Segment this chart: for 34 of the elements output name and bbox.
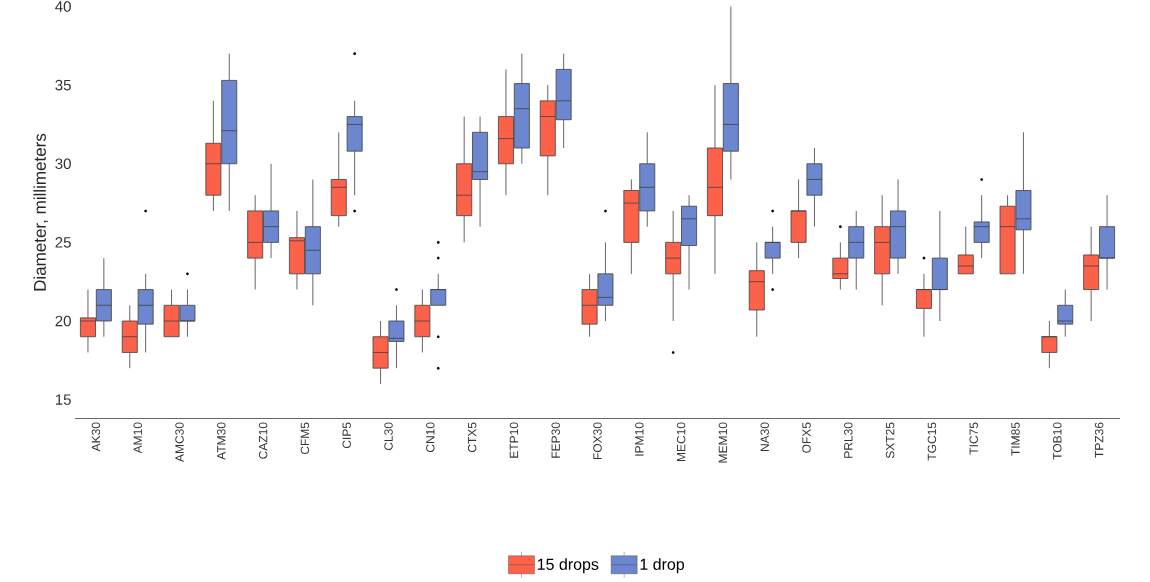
legend-label: 15 drops — [537, 558, 599, 574]
x-tick-label: TGC15 — [927, 422, 937, 461]
legend-label: 1 drop — [640, 558, 685, 574]
x-tick-label: ATM30 — [217, 422, 226, 460]
y-tick-label: 30 — [55, 158, 71, 170]
x-tick-label: AM10 — [133, 422, 142, 454]
x-tick-label: TIM85 — [1011, 422, 1020, 456]
x-tick-label: IPM10 — [635, 422, 644, 456]
x-tick-label: FEP30 — [551, 422, 560, 458]
y-tick-label: 15 — [55, 394, 71, 405]
x-tick-label: CAZ10 — [258, 422, 268, 459]
x-tick-label: CL30 — [384, 422, 393, 451]
y-tick-label: 40 — [55, 1, 71, 12]
y-tick-label: 35 — [55, 79, 71, 91]
x-tick-label: CIP5 — [342, 422, 351, 449]
x-tick-label: CTX5 — [467, 422, 477, 453]
x-tick-label: ETP10 — [509, 422, 519, 458]
x-tick-label: PRL30 — [844, 422, 853, 458]
x-tick-label: TOB10 — [1053, 422, 1062, 460]
x-tick-label: FOX30 — [593, 422, 602, 460]
x-tick-label: CN10 — [426, 422, 435, 453]
x-tick-label: AMC30 — [175, 422, 184, 463]
x-tick-label: MEC10 — [676, 422, 686, 462]
x-tick-label: OFX5 — [802, 422, 811, 453]
x-tick-label: TPZ36 — [1094, 422, 1104, 458]
x-tick-label: AK30 — [91, 422, 101, 452]
y-axis-title: Diameter, millimeters — [33, 133, 48, 291]
x-tick-label: CFM5 — [300, 422, 310, 455]
x-tick-label: MEM10 — [718, 422, 728, 463]
x-tick-label: NA30 — [760, 422, 769, 452]
y-tick-label: 25 — [55, 237, 71, 248]
y-tick-label: 20 — [55, 315, 71, 327]
x-tick-label: TIC75 — [969, 422, 978, 455]
x-tick-label: SXT25 — [885, 422, 895, 459]
